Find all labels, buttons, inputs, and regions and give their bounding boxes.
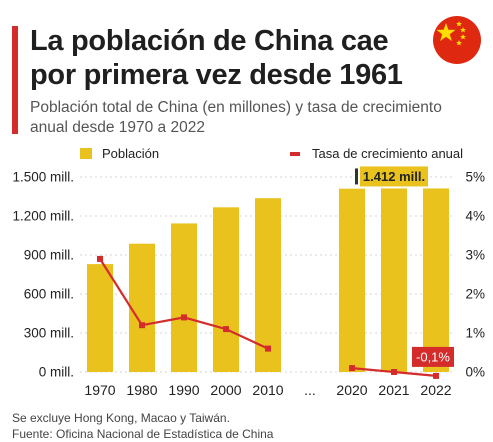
legend-item-tasa: Tasa de crecimiento anual: [290, 146, 463, 161]
legend-label-tasa: Tasa de crecimiento anual: [312, 146, 464, 161]
population-annotation-box: [360, 166, 428, 187]
population-bar: [171, 223, 197, 372]
growth-rate-point: [181, 314, 187, 321]
population-bar: [129, 243, 155, 372]
china-flag-icon: [433, 16, 481, 64]
population-annotation-label: 1.412 mill.: [363, 169, 425, 184]
y-right-tick-label: 0%: [465, 365, 485, 380]
x-tick-label: ...: [304, 382, 316, 398]
population-annotation-marker: [355, 168, 358, 185]
legend-label-poblacion: Población: [102, 146, 160, 161]
x-tick-label: 2010: [252, 382, 283, 398]
y-left-tick-label: 600 mill.: [24, 287, 74, 302]
y-left-tick-label: 900 mill.: [24, 248, 74, 263]
y-left-tick-label: 1.500 mill.: [12, 170, 74, 185]
rate-annotation-box: [412, 346, 454, 367]
growth-rate-point: [391, 369, 397, 375]
legend-line-swatch: [290, 151, 300, 156]
growth-rate-point: [265, 345, 271, 352]
chart-subtitle: Población total de China (en millones) y…: [30, 99, 442, 136]
population-bar: [381, 188, 407, 372]
legend-bar-swatch: [80, 148, 92, 159]
x-tick-label: 1980: [126, 382, 157, 398]
growth-rate-point: [433, 372, 439, 379]
x-tick-label: 2020: [336, 382, 367, 398]
x-tick-label: 2022: [420, 382, 451, 398]
y-left-tick-label: 1.200 mill.: [12, 209, 74, 224]
population-growth-chart: 0 mill. 300 mill. 600 mill. 900 mill. 1.200 …: [12, 166, 485, 398]
population-bar: [255, 198, 281, 372]
population-bar: [213, 207, 239, 372]
growth-rate-point: [349, 365, 355, 372]
footnotes: Se excluye Hong Kong, Macao y Taiwán. Fu…: [12, 410, 273, 442]
y-right-tick-label: 3%: [465, 248, 485, 263]
rate-annotation-label: -0,1%: [416, 349, 450, 364]
y-right-tick-label: 1%: [465, 326, 485, 341]
population-bar: [87, 264, 113, 372]
y-left-tick-label: 0 mill.: [39, 365, 74, 380]
x-tick-label: 1990: [168, 382, 199, 398]
y-left-tick-label: 300 mill.: [24, 326, 74, 341]
title-accent-bar: [12, 26, 18, 134]
chart-title: La población de China cae por primera ve…: [30, 25, 403, 91]
y-right-tick-label: 2%: [465, 287, 485, 302]
growth-rate-point: [139, 322, 145, 329]
y-right-tick-label: 4%: [465, 209, 485, 224]
population-bar: [339, 188, 365, 372]
y-right-tick-label: 5%: [465, 170, 485, 185]
x-tick-label: 2000: [210, 382, 241, 398]
growth-rate-point: [223, 326, 229, 333]
source-note: Fuente: Oficina Nacional de Estadística …: [12, 427, 274, 441]
legend-item-poblacion: Población: [80, 146, 159, 161]
x-tick-label: 2021: [378, 382, 409, 398]
growth-rate-point: [97, 255, 103, 262]
x-tick-label: 1970: [84, 382, 115, 398]
exclusion-note: Se excluye Hong Kong, Macao y Taiwán.: [12, 411, 230, 425]
population-bar: [423, 188, 449, 372]
